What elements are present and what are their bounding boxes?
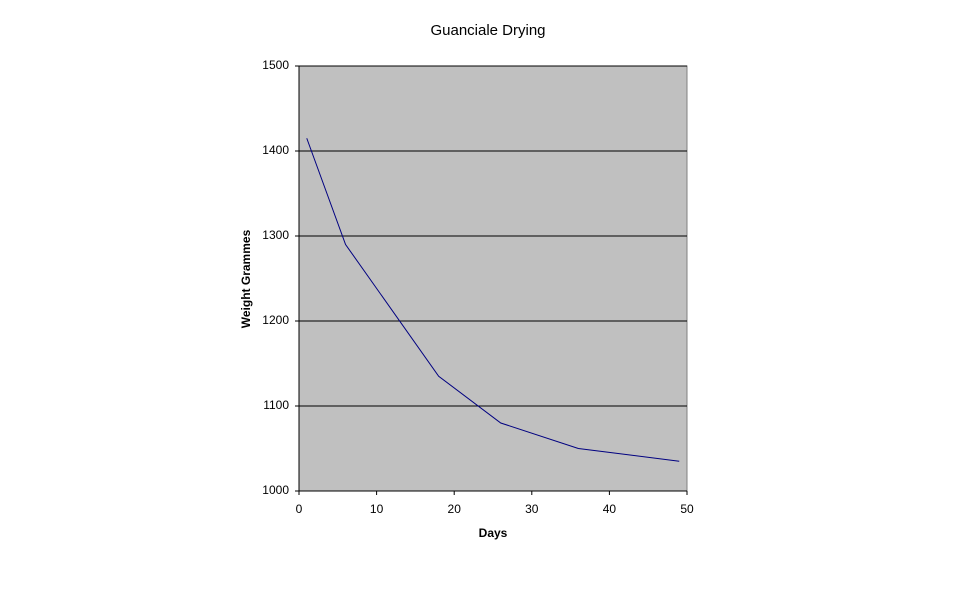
x-tick-label: 50 [680, 502, 694, 516]
y-tick-label: 1100 [263, 398, 289, 412]
data-line [306, 138, 680, 462]
x-tick-label: 40 [603, 502, 617, 516]
x-tick-label: 30 [525, 502, 539, 516]
x-tick-label: 10 [370, 502, 384, 516]
y-axis-title: Weight Grammes [239, 229, 253, 328]
x-tick-label: 0 [296, 502, 303, 516]
y-tick-label: 1500 [262, 58, 289, 72]
chart-title: Guanciale Drying [430, 22, 545, 39]
x-axis-title: Days [479, 526, 508, 540]
plot-area [298, 65, 688, 492]
y-tick-label: 1000 [262, 483, 289, 497]
y-tick-label: 1400 [262, 143, 289, 157]
y-tick-label: 1300 [262, 228, 289, 242]
y-tick-label: 1200 [262, 313, 289, 327]
x-tick-label: 20 [448, 502, 462, 516]
